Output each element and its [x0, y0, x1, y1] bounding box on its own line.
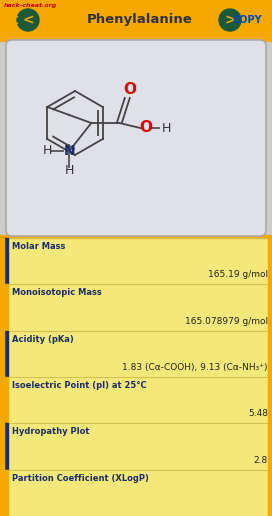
Bar — [0, 331, 8, 377]
Text: Acidity (pKa): Acidity (pKa) — [12, 335, 74, 344]
Text: 5.48: 5.48 — [248, 409, 268, 418]
Text: >: > — [224, 13, 236, 27]
Bar — [0, 377, 8, 423]
Text: H: H — [162, 121, 171, 135]
Bar — [0, 377, 272, 423]
Text: Phenylalanine: Phenylalanine — [87, 13, 193, 26]
Text: <: < — [6, 12, 19, 27]
Text: O: O — [139, 121, 152, 136]
Bar — [0, 284, 8, 331]
Text: Isoelectric Point (pI) at 25°C: Isoelectric Point (pI) at 25°C — [12, 381, 147, 390]
Bar — [0, 423, 8, 470]
Text: 165.078979 g/mol: 165.078979 g/mol — [185, 317, 268, 326]
Bar — [0, 238, 4, 516]
Bar — [0, 470, 272, 516]
Text: <: < — [22, 13, 34, 27]
Bar — [0, 238, 272, 284]
Text: 165.19 g/mol: 165.19 g/mol — [208, 270, 268, 279]
Bar — [0, 423, 272, 470]
Bar — [0, 0, 272, 38]
Bar — [0, 38, 272, 238]
Text: 2.8: 2.8 — [254, 456, 268, 465]
Text: COPY: COPY — [232, 15, 262, 25]
FancyBboxPatch shape — [6, 40, 266, 236]
Text: 1.83 (Cα-COOH), 9.13 (Cα-NH₃⁺): 1.83 (Cα-COOH), 9.13 (Cα-NH₃⁺) — [122, 363, 268, 372]
Bar — [0, 238, 8, 284]
Bar — [0, 284, 272, 331]
Bar — [0, 235, 272, 238]
Text: H: H — [64, 165, 74, 178]
Text: H: H — [43, 144, 52, 157]
Text: Partition Coefficient (XLogP): Partition Coefficient (XLogP) — [12, 474, 149, 482]
Bar — [0, 470, 8, 516]
Text: Monoisotopic Mass: Monoisotopic Mass — [12, 288, 102, 297]
Bar — [0, 38, 272, 41]
Circle shape — [17, 9, 39, 31]
Bar — [268, 238, 272, 516]
Text: hack-cheat.org: hack-cheat.org — [4, 3, 57, 8]
Text: O: O — [123, 83, 136, 98]
Circle shape — [219, 9, 241, 31]
Text: N: N — [63, 144, 75, 158]
Bar — [0, 331, 272, 377]
Text: Molar Mass: Molar Mass — [12, 242, 65, 251]
Text: Hydropathy Plot: Hydropathy Plot — [12, 427, 89, 437]
